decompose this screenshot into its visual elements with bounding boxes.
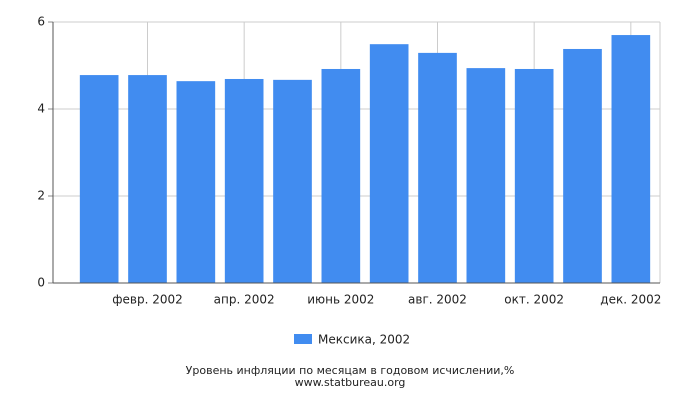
x-tick-label: апр. 2002	[214, 293, 275, 307]
bar	[321, 68, 361, 283]
bar	[176, 81, 216, 283]
bar	[418, 52, 457, 284]
legend-swatch	[294, 334, 312, 344]
bar	[563, 48, 602, 283]
x-tick-label: окт. 2002	[504, 293, 564, 307]
bar	[128, 75, 167, 283]
legend-label: Мексика, 2002	[318, 333, 410, 347]
x-tick-label: дек. 2002	[600, 293, 661, 307]
source: www.statbureau.org	[295, 376, 406, 389]
y-tick-label: 0	[37, 276, 45, 290]
bar	[611, 35, 651, 283]
bar	[224, 78, 264, 283]
bar	[79, 75, 119, 283]
y-tick-label: 6	[37, 15, 45, 29]
footer: Уровень инфляции по месяцам в годовом ис…	[186, 364, 515, 377]
y-tick-label: 4	[37, 102, 45, 116]
x-tick-label: авг. 2002	[408, 293, 467, 307]
bar	[369, 44, 409, 284]
x-tick-label: июнь 2002	[307, 293, 374, 307]
x-tick-label: февр. 2002	[112, 293, 183, 307]
bar	[466, 68, 506, 283]
bar	[273, 79, 312, 283]
bar	[514, 68, 554, 283]
y-tick-label: 2	[37, 189, 45, 203]
